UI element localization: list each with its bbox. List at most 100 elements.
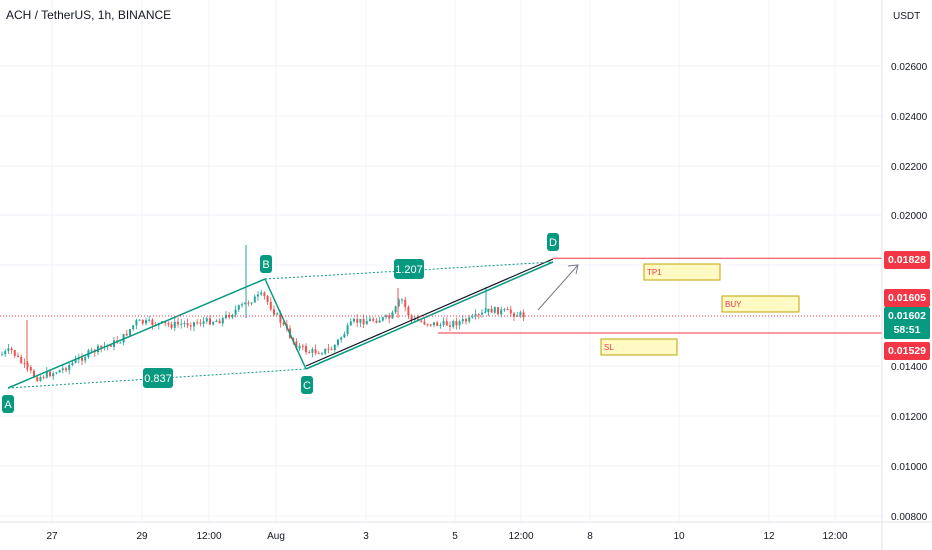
candle-body (250, 302, 253, 304)
time-axis[interactable]: 27 29 12:00 Aug 3 5 12:00 8 10 12 12:00 (0, 521, 932, 542)
candle-body (276, 313, 279, 315)
level-box-label: SL (604, 343, 614, 352)
candle-body (327, 348, 330, 350)
candle-body (129, 329, 131, 336)
candle-body (471, 316, 474, 318)
candle-body (481, 312, 483, 315)
x-tick-label: 3 (363, 531, 369, 542)
candle-body (516, 315, 519, 317)
buy-price-tag-text: 0.01605 (888, 292, 926, 304)
candle-body (263, 292, 266, 297)
point-label-d-box (547, 233, 559, 251)
y-tick-label: 0.01000 (891, 462, 928, 473)
candle-body (23, 363, 26, 365)
candle-body (180, 323, 183, 325)
candle-body (4, 351, 7, 355)
chart-title: ACH / TetherUS, 1h, BINANCE (6, 8, 172, 22)
level-box-label: BUY (725, 300, 742, 309)
ratio-label-box (143, 368, 173, 388)
point-label-b-box (260, 255, 272, 273)
candle-body (273, 309, 275, 315)
x-tick-label: 27 (46, 531, 58, 542)
candle-body (314, 349, 317, 354)
candle-body (503, 309, 506, 311)
candle-body (183, 323, 186, 325)
x-tick-label: 12:00 (822, 531, 847, 542)
candle-body (477, 314, 480, 316)
candle-body (397, 299, 400, 307)
candle-body (45, 371, 48, 378)
candle-body (173, 321, 176, 328)
candle-body (301, 345, 304, 347)
x-tick-label: 8 (587, 531, 593, 542)
candle-body (311, 349, 314, 353)
point-label-c: C (303, 380, 311, 392)
candle-body (7, 348, 10, 352)
candle-body (298, 345, 301, 349)
candle-body (49, 371, 51, 377)
last-price-tag-text: 58:51 (894, 324, 921, 336)
candle-body (138, 319, 141, 321)
candle-body (500, 309, 503, 315)
candle-body (13, 350, 16, 356)
tp-price-tag-box (884, 251, 930, 269)
candle-body (522, 312, 525, 318)
candle-body (39, 376, 42, 382)
candle-body (52, 373, 55, 377)
candle-body (215, 320, 218, 323)
price-axis[interactable]: 0.026000.024000.022000.020000.018000.014… (881, 0, 930, 550)
x-tick-label: Aug (267, 531, 285, 542)
candle-body (468, 317, 471, 322)
candle-body (1, 354, 3, 356)
candle-body (33, 370, 35, 378)
candle-body (84, 357, 87, 361)
candle-body (429, 324, 432, 326)
candle-body (381, 317, 384, 321)
candle-body (439, 324, 442, 326)
point-label-d: D (549, 237, 557, 249)
level-box-tp1 (643, 263, 721, 281)
ratio-label-box (394, 259, 424, 279)
candle-body (186, 323, 189, 326)
candle-body (97, 345, 99, 353)
candle-body (330, 349, 333, 351)
buy-price-tag-box (884, 289, 930, 307)
candle-body (353, 319, 355, 322)
point-label-b: B (262, 259, 269, 271)
candle-body (445, 321, 448, 326)
candle-body (29, 366, 32, 371)
harmonic-pattern: A B C D 0.837 1.207 (2, 233, 579, 413)
candle-body (436, 322, 439, 326)
leg-cd-black (305, 258, 554, 367)
candle-body (343, 334, 346, 338)
candle-body (141, 319, 144, 324)
candle-body (20, 356, 23, 364)
candle-body (493, 307, 496, 313)
candle-body (247, 302, 250, 304)
candle-body (218, 320, 221, 324)
candle-body (145, 320, 147, 324)
candle-body (346, 325, 349, 335)
candle-body (193, 322, 195, 327)
candle-body (420, 320, 423, 322)
x-tick-label: 12:00 (508, 531, 533, 542)
grid-lines (0, 0, 882, 522)
candle-body (391, 312, 394, 319)
y-tick-label: 0.02000 (891, 211, 928, 222)
candle-body (135, 320, 138, 326)
candle-body (241, 304, 243, 306)
y-tick-label: 0.00800 (891, 512, 928, 523)
candle-body (189, 325, 192, 327)
candle-body (237, 305, 240, 310)
candle-body (196, 322, 199, 324)
x-tick-label: 12:00 (196, 531, 221, 542)
candle-body (26, 363, 29, 367)
candle-body (407, 306, 410, 316)
x-tick-label: 5 (452, 531, 458, 542)
candle-body (426, 324, 429, 326)
candle-body (61, 368, 64, 371)
candle-body (509, 309, 512, 314)
candle-body (519, 312, 522, 316)
candle-body (442, 321, 445, 325)
